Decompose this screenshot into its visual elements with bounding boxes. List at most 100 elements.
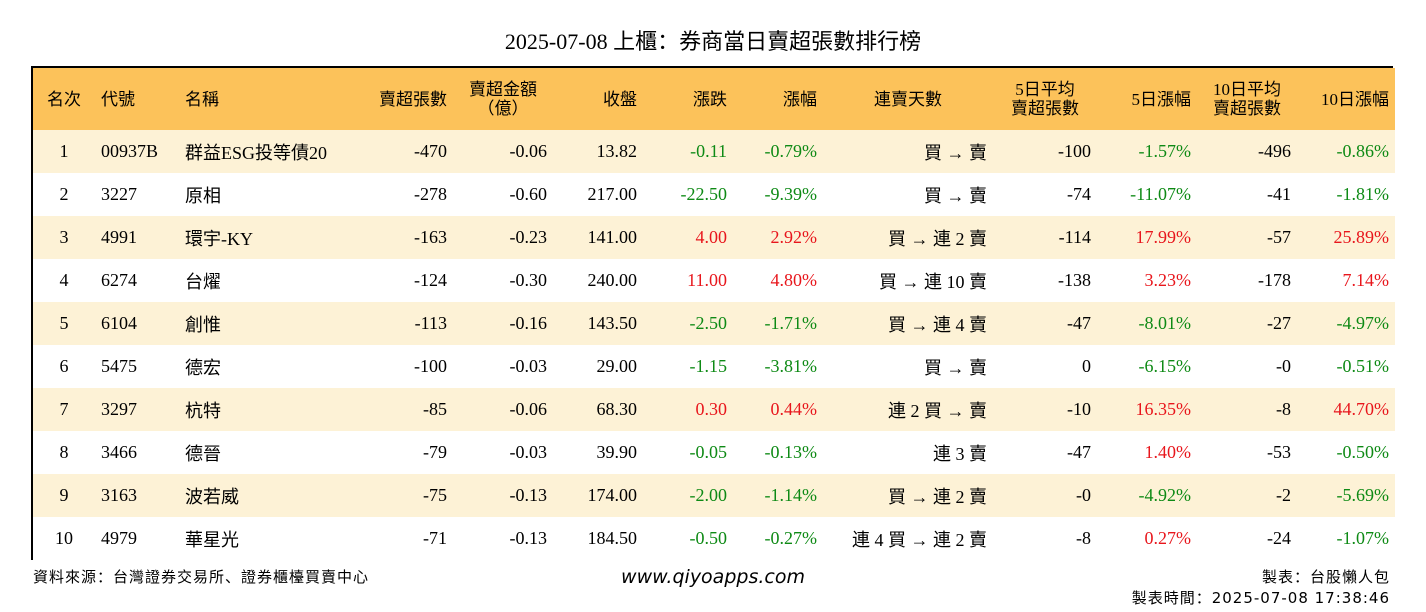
table-cell: 環宇-KY (179, 216, 357, 259)
column-header: 名稱 (179, 68, 357, 130)
table-cell: 連 4 買 → 連 2 賣 (823, 517, 993, 560)
table-cell: 4 (33, 259, 95, 302)
table-cell: 174.00 (553, 474, 643, 517)
table-row[interactable]: 1 00937B 群益ESG投等債20 -470 -0.06 13.82 -0.11 -0.7… (33, 130, 1395, 173)
table-cell: 3.23% (1097, 259, 1197, 302)
table-cell: -2.50 (643, 302, 733, 345)
table-cell: 143.50 (553, 302, 643, 345)
table-cell: -57 (1197, 216, 1297, 259)
column-header: 名次 (33, 68, 95, 130)
table-cell: 4.00 (643, 216, 733, 259)
table-header-row: 名次 代號 名稱 賣超張數 賣超金額 （億） 收盤 漲跌 漲幅 連賣天數 5日平均 賣超張數 5日漲… (33, 68, 1395, 130)
table-cell: -75 (357, 474, 453, 517)
table-row[interactable]: 9 3163 波若威 -75 -0.13 174.00 -2.00 -1.14% 買 → 連 2… (33, 474, 1395, 517)
column-header: 漲跌 (643, 68, 733, 130)
table-cell: 16.35% (1097, 388, 1197, 431)
table-cell: -4.92% (1097, 474, 1197, 517)
table-row[interactable]: 4 6274 台燿 -124 -0.30 240.00 11.00 4.80% 買 → 連 10… (33, 259, 1395, 302)
table-cell: -0.50 (643, 517, 733, 560)
table-cell: -24 (1197, 517, 1297, 560)
table-cell: -0.13 (453, 517, 553, 560)
table-cell: -4.97% (1297, 302, 1395, 345)
table-cell: 2.92% (733, 216, 823, 259)
table-cell: 0 (993, 345, 1097, 388)
table-row[interactable]: 2 3227 原相 -278 -0.60 217.00 -22.50 -9.39% 買 → 賣-… (33, 173, 1395, 216)
table-cell: -27 (1197, 302, 1297, 345)
table-cell: -470 (357, 130, 453, 173)
table-row[interactable]: 7 3297 杭特 -85 -0.06 68.30 0.30 0.44% 連 2 買 → 賣 -1… (33, 388, 1395, 431)
table-cell: -0.13 (453, 474, 553, 517)
table-cell: -0.03 (453, 345, 553, 388)
table-row[interactable]: 10 4979 華星光 -71 -0.13 184.50 -0.50 -0.27% 連 4 買 … (33, 517, 1395, 560)
website-link[interactable]: www.qiyoapps.com (621, 566, 805, 588)
table-cell: -0.30 (453, 259, 553, 302)
table-cell: -0.51% (1297, 345, 1395, 388)
table-cell: 6104 (95, 302, 179, 345)
table-cell: 波若威 (179, 474, 357, 517)
table-cell: 群益ESG投等債20 (179, 130, 357, 173)
table-cell: -114 (993, 216, 1097, 259)
table-row[interactable]: 6 5475 德宏 -100 -0.03 29.00 -1.15 -3.81% 買 → 賣 0 -6… (33, 345, 1395, 388)
table-cell: -178 (1197, 259, 1297, 302)
table-cell: 買 → 賣 (823, 130, 993, 173)
table-cell: -9.39% (733, 173, 823, 216)
table-cell: 3297 (95, 388, 179, 431)
table-cell: 17.99% (1097, 216, 1197, 259)
table-cell: -0.27% (733, 517, 823, 560)
table-cell: -1.14% (733, 474, 823, 517)
table-cell: -71 (357, 517, 453, 560)
table-cell: -2.00 (643, 474, 733, 517)
table-cell: 6 (33, 345, 95, 388)
table-cell: 3163 (95, 474, 179, 517)
table-row[interactable]: 3 4991 環宇-KY -163 -0.23 141.00 4.00 2.92% 買 → 連 … (33, 216, 1395, 259)
table-cell: -85 (357, 388, 453, 431)
table-cell: 2 (33, 173, 95, 216)
table-cell: 44.70% (1297, 388, 1395, 431)
table-row[interactable]: 8 3466 德晉 -79 -0.03 39.90 -0.05 -0.13% 連 3 賣 -47 1… (33, 431, 1395, 474)
table-cell: -496 (1197, 130, 1297, 173)
table-cell: 0.44% (733, 388, 823, 431)
table-cell: 5 (33, 302, 95, 345)
table-cell: -138 (993, 259, 1097, 302)
table-cell: 連 3 賣 (823, 431, 993, 474)
table-cell: 7.14% (1297, 259, 1395, 302)
table-cell: 8 (33, 431, 95, 474)
data-source: 資料來源：台灣證券交易所、證券櫃檯買賣中心 (33, 570, 370, 586)
table-cell: 華星光 (179, 517, 357, 560)
table-row[interactable]: 5 6104 創惟 -113 -0.16 143.50 -2.50 -1.71% 買 → 連 4… (33, 302, 1395, 345)
table-cell: -0.23 (453, 216, 553, 259)
table-cell: -10 (993, 388, 1097, 431)
table-cell: 德宏 (179, 345, 357, 388)
table-cell: 創惟 (179, 302, 357, 345)
table-cell: -0.11 (643, 130, 733, 173)
table-cell: -0.79% (733, 130, 823, 173)
table-cell: -0.06 (453, 388, 553, 431)
table-cell: -8 (1197, 388, 1297, 431)
column-header: 賣超張數 (357, 68, 453, 130)
table-cell: -53 (1197, 431, 1297, 474)
table-cell: 杭特 (179, 388, 357, 431)
table-cell: -74 (993, 173, 1097, 216)
table-cell: -0 (993, 474, 1097, 517)
table-cell: 台燿 (179, 259, 357, 302)
table-cell: 6274 (95, 259, 179, 302)
page-title: 2025-07-08 上櫃：券商當日賣超張數排行榜 (504, 29, 922, 54)
table-cell: 00937B (95, 130, 179, 173)
ranking-table: 名次 代號 名稱 賣超張數 賣超金額 （億） 收盤 漲跌 漲幅 連賣天數 5日平均 賣超張數 5日漲… (31, 66, 1395, 560)
table-cell: -0.06 (453, 130, 553, 173)
table-cell: 3466 (95, 431, 179, 474)
table-cell: 29.00 (553, 345, 643, 388)
column-header: 連賣天數 (823, 68, 993, 130)
table-cell: 買 → 連 10 賣 (823, 259, 993, 302)
table-cell: 買 → 連 2 賣 (823, 474, 993, 517)
table-cell: -3.81% (733, 345, 823, 388)
table-cell: -22.50 (643, 173, 733, 216)
column-header: 5日漲幅 (1097, 68, 1197, 130)
table-cell: -5.69% (1297, 474, 1395, 517)
table-cell: 1.40% (1097, 431, 1197, 474)
table-cell: -100 (993, 130, 1097, 173)
table-cell: -278 (357, 173, 453, 216)
table-cell: -0.13% (733, 431, 823, 474)
table-cell: -8 (993, 517, 1097, 560)
table-body: 1 00937B 群益ESG投等債20 -470 -0.06 13.82 -0.11 -0.7… (33, 130, 1395, 560)
